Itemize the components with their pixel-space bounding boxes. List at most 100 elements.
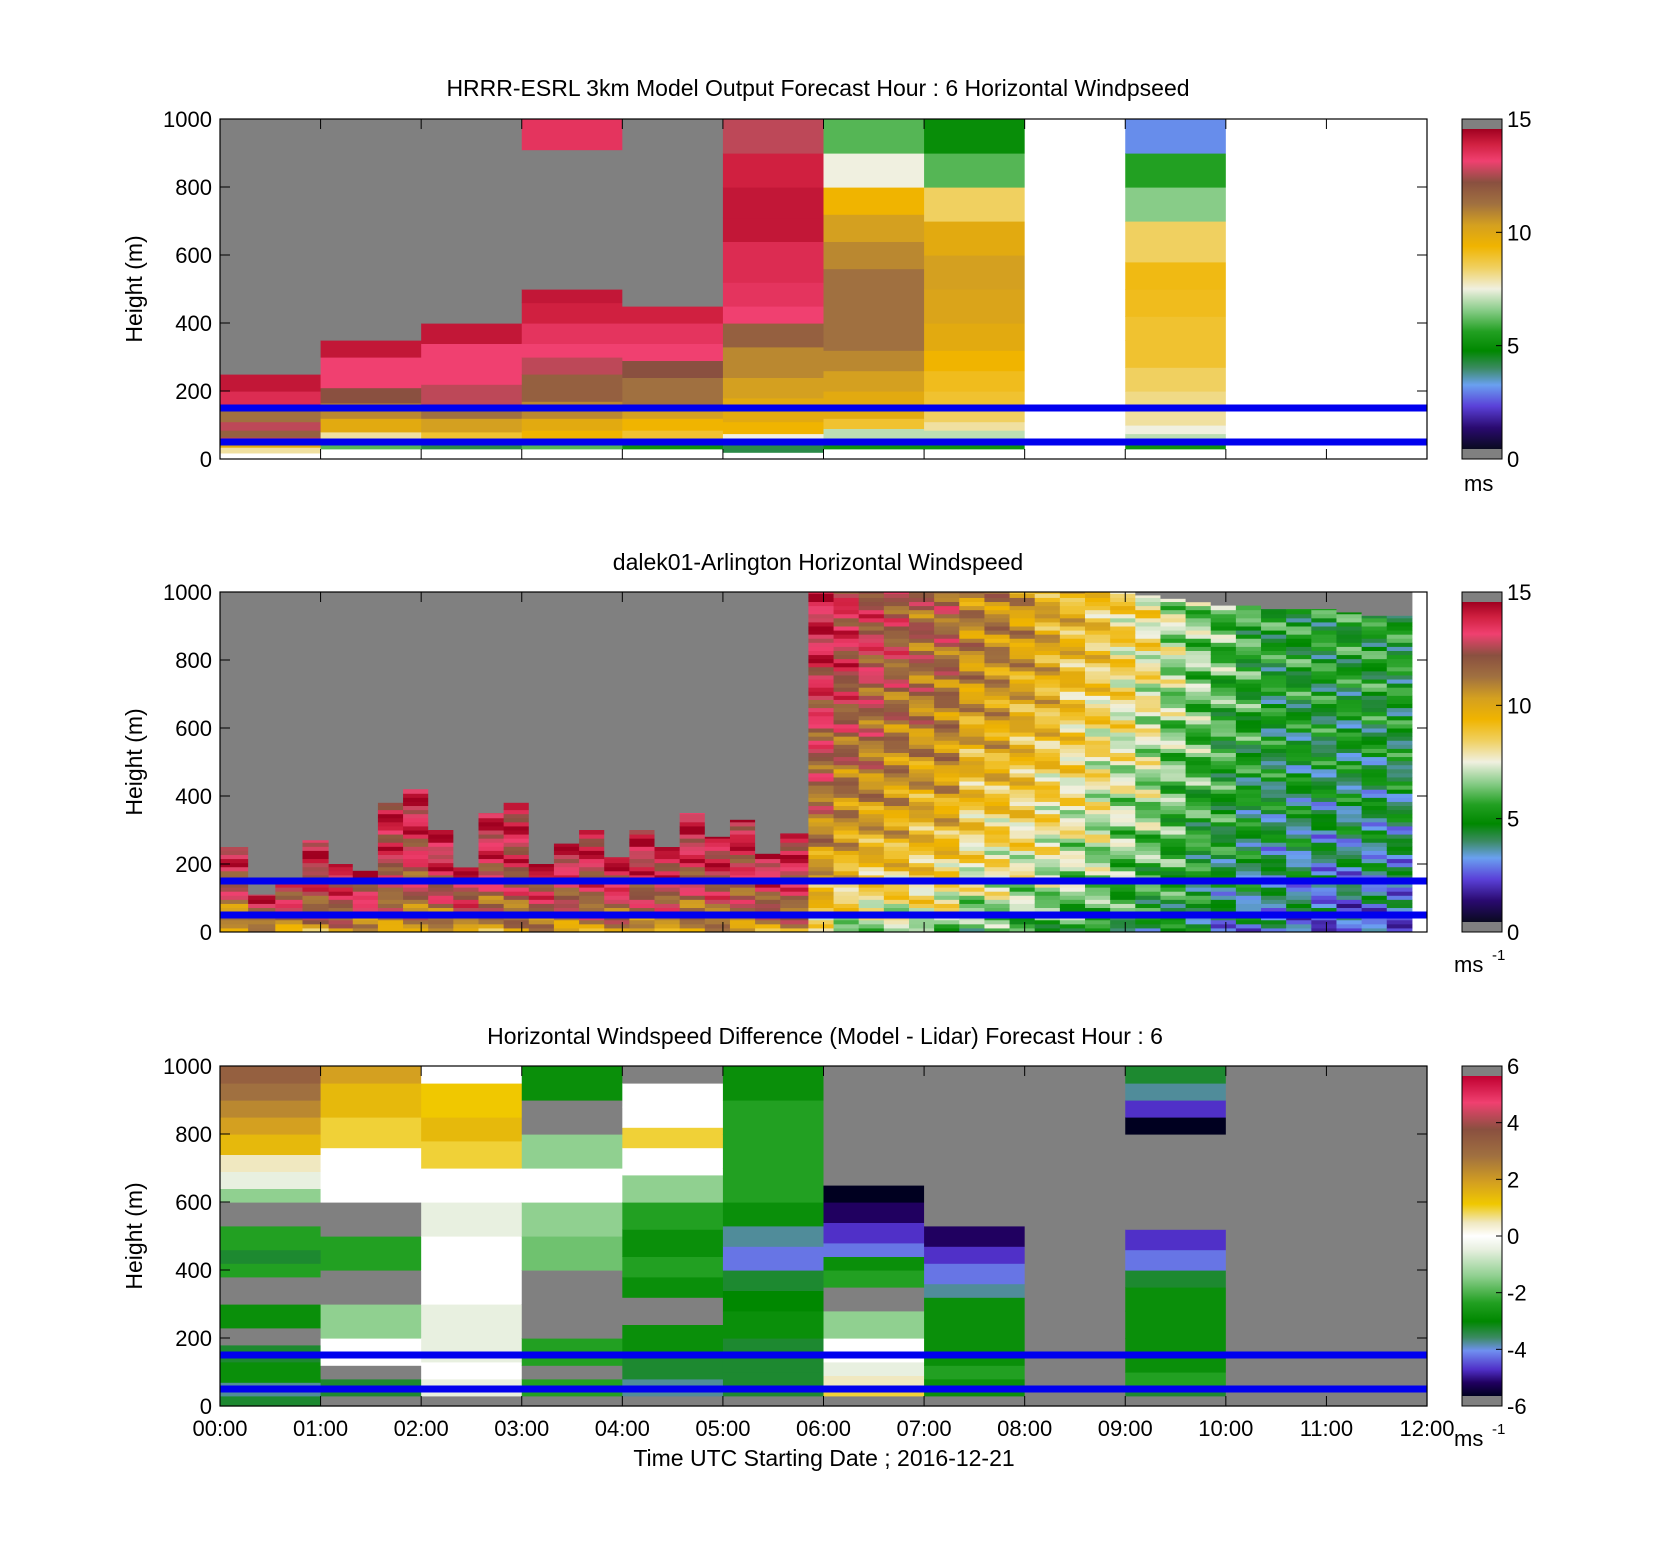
heatmap-cell [934,715,960,721]
heatmap-cell [1160,630,1187,635]
heatmap-cell [377,821,404,827]
heatmap-cell [704,854,731,860]
heatmap-cell [722,282,825,307]
heatmap-cell [622,1106,724,1128]
heatmap-cell [377,927,404,933]
heatmap-cell [220,430,322,438]
heatmap-cell [220,1066,322,1084]
heatmap-cell [1034,654,1061,660]
heatmap-cell [934,809,960,815]
heatmap-cell [833,874,860,880]
heatmap-cell [1361,748,1388,753]
heatmap-cell [808,658,835,664]
heatmap-cell [858,736,885,741]
panel-3-title: Horizontal Windspeed Difference (Model -… [487,1023,1163,1049]
heatmap-cell [1261,789,1287,794]
heatmap-cell [1311,801,1337,807]
heatmap-cell [629,919,656,925]
heatmap-cell [1185,634,1212,639]
heatmap-cell [1135,666,1161,672]
heatmap-cell [1085,662,1111,668]
heatmap-cell [1034,666,1061,672]
heatmap-cell [320,340,422,358]
heatmap-cell [1034,785,1061,790]
heatmap-cell [403,838,429,843]
heatmap-cell [1034,740,1061,745]
heatmap-cell [704,903,731,909]
heatmap-cell [503,809,530,815]
heatmap-cell [1286,662,1312,668]
heatmap-cell [622,1202,724,1230]
heatmap-cell [704,891,731,896]
heatmap-cell [352,883,379,888]
heatmap-cell [1311,842,1337,847]
heatmap-cell [858,740,885,745]
heatmap-cell [729,866,756,872]
heatmap-cell [521,1365,623,1380]
heatmap-cell [1210,650,1237,656]
heatmap-cell [959,728,985,733]
heatmap-cell [909,662,935,668]
heatmap-cell [909,887,935,892]
heatmap-cell [553,891,580,896]
heatmap-cell [1009,699,1036,705]
heatmap-cell [808,683,835,688]
heatmap-cell [654,907,681,913]
heatmap-cell [604,927,630,933]
heatmap-cell [604,891,630,896]
heatmap-cell [1386,838,1413,843]
heatmap-cell [704,838,731,843]
heatmap-cell [1085,887,1111,892]
heatmap-cell [934,789,960,794]
heatmap-cell [352,907,379,913]
heatmap-cell [1160,609,1187,615]
heatmap-cell [934,650,960,656]
heatmap-cell [622,1127,724,1149]
heatmap-cell [808,728,835,733]
heatmap-cell [1059,605,1086,611]
heatmap-cell [1311,903,1337,909]
heatmap-cell [1210,850,1237,855]
heatmap-cell [1009,621,1036,627]
heatmap-cell [579,862,605,868]
heatmap-cell [1009,923,1036,929]
heatmap-cell [220,1361,322,1383]
heatmap-cell [1386,781,1413,786]
heatmap-cell [1210,903,1237,909]
heatmap-cell [1210,768,1237,774]
heatmap-cell [1110,654,1136,660]
heatmap-cell [1135,768,1161,774]
heatmap-cell [924,1263,1026,1285]
heatmap-cell [1286,825,1312,831]
heatmap-cell [1059,821,1086,827]
heatmap-cell [1261,785,1287,790]
heatmap-cell [320,418,422,433]
heatmap-cell [883,711,910,717]
heatmap-cell [1185,781,1212,786]
heatmap-cell [553,923,580,929]
heatmap-cell [1311,854,1337,860]
heatmap-cell [984,719,1011,725]
heatmap-cell [883,821,910,827]
heatmap-cell [403,883,429,888]
heatmap-cell [352,887,379,892]
heatmap-cell [1386,642,1413,647]
heatmap-cell [808,715,835,721]
heatmap-cell [1311,797,1337,802]
heatmap-cell [1110,634,1136,639]
heatmap-cell [1009,870,1036,876]
heatmap-cell [503,866,530,872]
heatmap-cell [934,732,960,737]
heatmap-cell [984,854,1011,860]
heatmap-cell [984,927,1011,933]
heatmap-cell [1386,927,1413,933]
heatmap-cell [934,707,960,713]
heatmap-cell [1336,805,1363,811]
heatmap-cell [883,715,910,721]
heatmap-cell [959,638,985,643]
heatmap-cell [1059,752,1086,758]
heatmap-cell [629,870,656,876]
heatmap-cell [579,923,605,929]
heatmap-cell [883,866,910,872]
heatmap-cell [1235,626,1262,631]
